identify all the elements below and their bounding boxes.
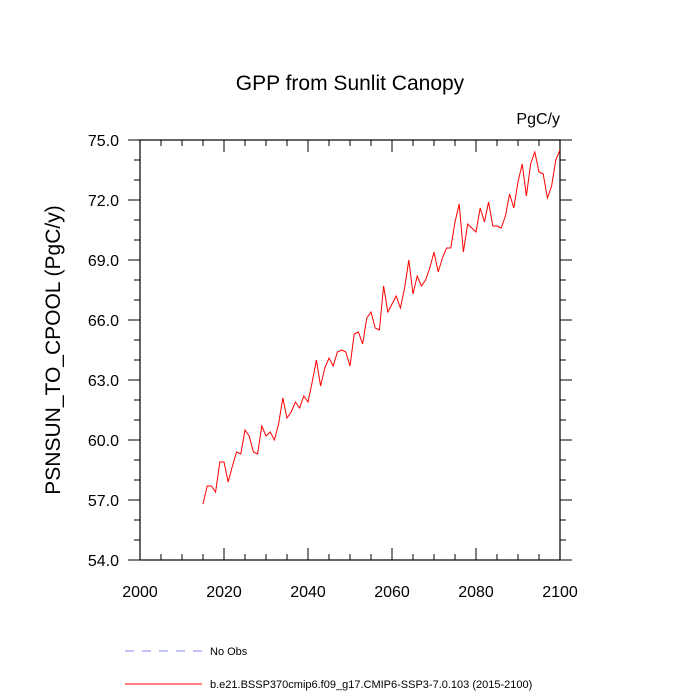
- x-tick-label: 2080: [458, 584, 494, 601]
- x-tick-label: 2060: [374, 584, 410, 601]
- legend-label-model: b.e21.BSSP370cmip6.f09_g17.CMIP6-SSP3-7.…: [210, 679, 532, 691]
- x-tick-label: 2040: [290, 584, 326, 601]
- y-tick-label: 66.0: [88, 313, 119, 330]
- units-label: PgC/y: [516, 111, 560, 128]
- series-line: [202, 149, 561, 505]
- y-tick-label: 63.0: [88, 373, 119, 390]
- y-tick-label: 72.0: [88, 193, 119, 210]
- y-axis-label: PSNSUN_TO_CPOOL (PgC/y): [42, 205, 65, 494]
- plot-area: 2000 2020 2040 2060 2080 2100 54.0 57.0 60.0 63.0…: [88, 133, 578, 601]
- x-tick-label: 2020: [206, 584, 242, 601]
- y-tick-label: 54.0: [88, 553, 119, 570]
- y-tick-label: 75.0: [88, 133, 119, 150]
- legend-label-no-obs: No Obs: [210, 646, 248, 658]
- plot-frame: [139, 139, 561, 561]
- y-tick-label: 57.0: [88, 493, 119, 510]
- y-tick-label: 69.0: [88, 253, 119, 270]
- x-tick-label: 2000: [122, 584, 158, 601]
- y-tick-label: 60.0: [88, 433, 119, 450]
- chart-title: GPP from Sunlit Canopy: [236, 72, 465, 95]
- legend: No Obs b.e21.BSSP370cmip6.f09_g17.CMIP6-…: [125, 646, 532, 691]
- x-tick-label: 2100: [542, 584, 578, 601]
